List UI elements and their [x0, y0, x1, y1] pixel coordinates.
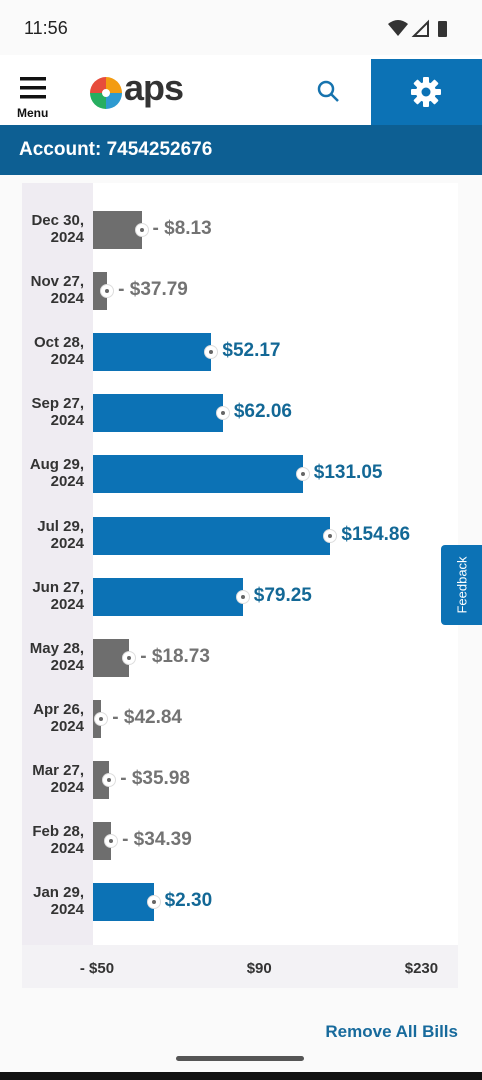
- logo-text: aps: [124, 67, 184, 108]
- category-label: Jun 27, 2024: [32, 578, 84, 613]
- feedback-label[interactable]: Feedback: [454, 556, 469, 614]
- bar: [93, 516, 331, 555]
- category-label: Dec 30, 2024: [31, 212, 84, 246]
- category-label: Mar 27, 2024: [32, 761, 84, 796]
- bar: [93, 272, 108, 311]
- bar: [93, 822, 112, 860]
- bar-end-dot: [323, 528, 338, 543]
- label-column: [22, 183, 93, 945]
- bar: [93, 883, 154, 922]
- menu-icon[interactable]: [20, 77, 48, 101]
- bar: [93, 455, 303, 494]
- bar-end-dot: [104, 834, 119, 848]
- bar-end-dot: [235, 589, 250, 604]
- category-label: Apr 26, 2024: [33, 700, 84, 735]
- value-label: $131.05: [313, 462, 383, 484]
- value-label: - $8.13: [152, 218, 212, 239]
- bar: [93, 577, 243, 616]
- x-tick-label: - $50: [79, 960, 115, 977]
- value-label: - $42.84: [112, 706, 183, 728]
- bar: [93, 333, 212, 372]
- nav-strip: [0, 1072, 482, 1080]
- category-label: Sep 27, 2024: [31, 395, 84, 430]
- category-label: Aug 29, 2024: [29, 456, 84, 491]
- bar: [93, 394, 223, 433]
- status-time: 11:56: [24, 18, 68, 38]
- value-label: $154.86: [341, 523, 411, 545]
- bar: [93, 211, 142, 249]
- status-bar: 11:56: [0, 0, 482, 55]
- bar-end-dot: [215, 406, 230, 421]
- bar-end-dot: [100, 284, 115, 299]
- account-bar: Account: 7454252676: [0, 125, 482, 175]
- app-header: Menu aps: [0, 55, 482, 125]
- home-indicator: [176, 1056, 304, 1061]
- value-label: - $34.39: [122, 829, 192, 850]
- status-icons: [388, 19, 447, 37]
- category-label: May 28, 2024: [29, 639, 84, 674]
- x-tick-label: $230: [404, 960, 439, 977]
- account-number: Account: 7454252676: [19, 139, 213, 160]
- bar-end-dot: [102, 772, 117, 787]
- value-label: - $18.73: [140, 645, 210, 667]
- bar-end-dot: [94, 711, 109, 726]
- search-icon[interactable]: [317, 80, 341, 104]
- category-label: Oct 28, 2024: [33, 334, 84, 369]
- feedback-tab[interactable]: Feedback: [441, 545, 482, 625]
- gear-icon: [411, 77, 441, 107]
- value-label: - $37.79: [118, 279, 188, 301]
- value-label: $62.06: [233, 401, 292, 423]
- bar-end-dot: [122, 650, 137, 665]
- x-tick-label: $90: [246, 960, 272, 977]
- settings-button[interactable]: [371, 59, 482, 125]
- plot-area: [93, 183, 458, 945]
- remove-all-link[interactable]: Remove All Bills: [325, 1022, 458, 1041]
- category-label: Jul 29, 2024: [37, 517, 84, 552]
- value-label: $79.25: [253, 584, 312, 606]
- menu-label[interactable]: Menu: [17, 106, 49, 120]
- category-label: Jan 29, 2024: [33, 884, 84, 919]
- bar-end-dot: [134, 223, 149, 237]
- logo-mark: [90, 77, 122, 109]
- bar-end-dot: [146, 895, 161, 910]
- bar: [93, 760, 110, 799]
- value-label: $52.17: [222, 340, 281, 362]
- bar-end-dot: [204, 345, 219, 360]
- bar-end-dot: [295, 467, 310, 482]
- value-label: $2.30: [164, 890, 213, 912]
- category-label: Feb 28, 2024: [32, 823, 84, 857]
- value-label: - $35.98: [120, 767, 190, 789]
- category-label: Nov 27, 2024: [30, 273, 84, 308]
